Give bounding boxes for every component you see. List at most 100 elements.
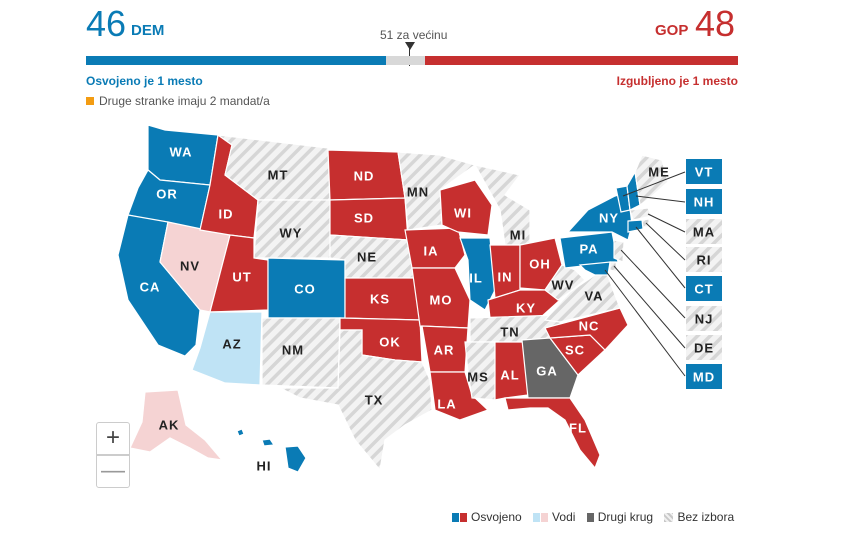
legend-leading: Vodi [533, 510, 575, 524]
zoom-in-button[interactable]: + [96, 422, 130, 455]
zoom-out-button[interactable]: — [96, 455, 130, 488]
label-KY: KY [516, 301, 536, 316]
label-NV: NV [180, 259, 200, 274]
label-TN: TN [500, 325, 519, 340]
state-MI[interactable] [473, 164, 531, 246]
state-MS[interactable] [464, 341, 496, 401]
label-AK: AK [159, 418, 180, 433]
label-VA: VA [584, 289, 603, 304]
label-MS: MS [467, 370, 489, 385]
legend-no-election: Bez izbora [664, 510, 734, 524]
state-FL[interactable] [504, 397, 601, 470]
label-WA: WA [170, 145, 193, 160]
senate-scoreboard: 46 DEM 51 za većinu GOP 48 Osvojeno je 1… [0, 0, 844, 110]
gop-party-label: GOP [655, 22, 689, 39]
state-PA[interactable] [559, 231, 619, 269]
label-CA: CA [140, 280, 161, 295]
leader-NJ [620, 249, 686, 319]
gop-seat-count: 48 [695, 3, 736, 44]
legend-won-gop-swatch [460, 513, 467, 522]
callout-NJ[interactable] [686, 306, 722, 331]
state-MD[interactable] [578, 261, 611, 276]
label-AL: AL [500, 368, 519, 383]
state-HI[interactable] [236, 428, 245, 437]
label-MI: MI [510, 228, 526, 243]
label-IL: IL [469, 271, 483, 286]
legend-won-label: Osvojeno [471, 510, 522, 524]
label-LA: LA [437, 397, 456, 412]
label-CO: CO [294, 282, 316, 297]
callout-NH[interactable] [686, 189, 722, 214]
callout-VT[interactable] [686, 159, 722, 184]
map-legend: Osvojeno Vodi Drugi krug Bez izbora [452, 510, 742, 524]
callout-label-RI: RI [697, 253, 712, 268]
other-parties-text: Druge stranke imaju 2 mandat/a [99, 94, 270, 108]
state-GA[interactable] [521, 337, 579, 399]
callout-label-MD: MD [693, 370, 715, 385]
legend-leading-gop-swatch [541, 513, 549, 522]
callout-RI[interactable] [686, 247, 722, 272]
callout-DE[interactable] [686, 335, 722, 360]
leader-CT [635, 226, 686, 289]
label-NC: NC [579, 319, 600, 334]
state-WV[interactable] [544, 264, 586, 301]
leader-DE [613, 265, 686, 349]
state-NJ[interactable] [613, 239, 625, 263]
label-GA: GA [536, 364, 558, 379]
legend-won: Osvojeno [452, 510, 522, 524]
label-HI: HI [257, 459, 272, 474]
label-PA: PA [579, 242, 598, 257]
legend-no-election-label: Bez izbora [677, 510, 735, 524]
callout-label-MA: MA [693, 225, 715, 240]
label-ME: ME [648, 165, 670, 180]
callout-CT[interactable] [686, 276, 722, 301]
label-OH: OH [529, 257, 551, 272]
legend-no-election-swatch [664, 513, 674, 522]
legend-runoff: Drugi krug [586, 510, 654, 524]
label-TX: TX [365, 393, 384, 408]
label-WY: WY [280, 226, 303, 241]
label-MN: MN [407, 185, 429, 200]
state-AL[interactable] [494, 341, 529, 401]
leader-MD [604, 269, 686, 377]
label-NE: NE [357, 250, 377, 265]
label-ID: ID [219, 207, 234, 222]
state-AK[interactable] [129, 389, 224, 461]
label-MT: MT [268, 168, 289, 183]
callout-label-CT: CT [694, 282, 713, 297]
callout-MD[interactable] [686, 364, 722, 389]
callout-label-VT: VT [695, 165, 714, 180]
label-UT: UT [232, 270, 251, 285]
state-ME[interactable] [634, 154, 669, 207]
callout-MA[interactable] [686, 219, 722, 244]
callout-label-NJ: NJ [695, 312, 714, 327]
leader-RI [645, 222, 686, 261]
label-IN: IN [498, 270, 513, 285]
state-LA[interactable] [429, 371, 490, 421]
majority-marker-icon [405, 42, 415, 50]
label-OK: OK [379, 335, 401, 350]
gop-change-note: Izgubljeno je 1 mesto [616, 74, 738, 88]
dem-change-note: Osvojeno je 1 mesto [86, 74, 203, 88]
state-MO[interactable] [411, 267, 471, 329]
state-WI[interactable] [439, 179, 493, 236]
label-KS: KS [370, 292, 390, 307]
us-senate-map[interactable]: WA OR CA NV ID MT WY UT CO AZ NM ND SD N… [0, 110, 844, 510]
state-DE[interactable] [609, 261, 618, 273]
callout-label-NH: NH [694, 195, 715, 210]
state-HI-big-island[interactable] [284, 445, 307, 473]
state-AZ[interactable] [191, 311, 263, 386]
state-HI-maui[interactable] [261, 438, 276, 447]
label-IA: IA [424, 244, 439, 259]
legend-runoff-label: Drugi krug [597, 510, 654, 524]
label-SD: SD [354, 211, 374, 226]
state-IL[interactable] [459, 237, 496, 311]
legend-leading-label: Vodi [552, 510, 576, 524]
state-CT[interactable] [627, 219, 644, 233]
label-ND: ND [354, 169, 375, 184]
seat-bar-dem [86, 56, 386, 65]
label-AR: AR [434, 343, 455, 358]
callout-label-DE: DE [694, 341, 714, 356]
state-TX[interactable] [279, 329, 433, 472]
leader-VT [622, 171, 686, 197]
